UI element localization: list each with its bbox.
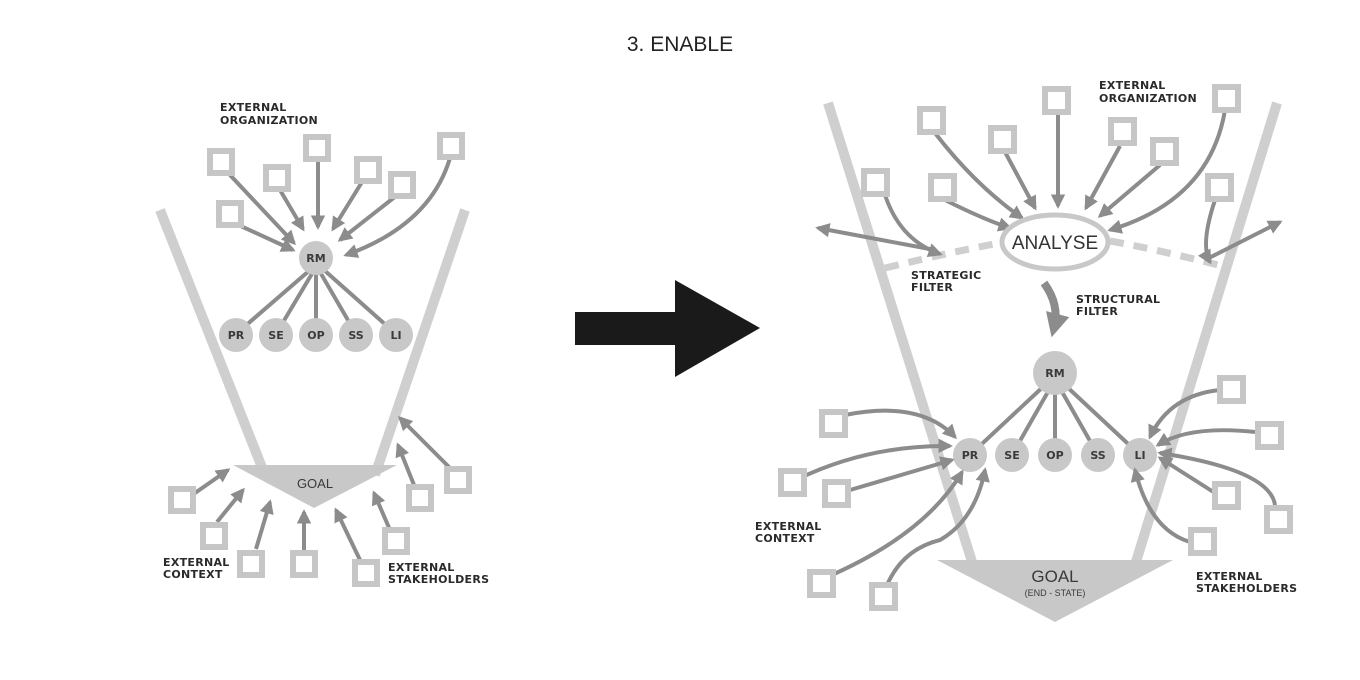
left-rm-node: [299, 241, 333, 275]
left-node-ss: [339, 318, 373, 352]
left-diagram: RM PR SE OP SS LI GOAL: [155, 101, 489, 587]
left-external-organization-label: EXTERNAL ORGANIZATION: [220, 101, 318, 127]
left-rm-label: RM: [306, 252, 325, 265]
right-context-arrows: [799, 408, 990, 591]
right-funnel-wall-right: [1130, 101, 1282, 567]
right-node-se-label: SE: [1004, 449, 1019, 462]
left-org-boxes: [207, 132, 465, 228]
right-context-boxes: [778, 409, 898, 611]
right-goal-sub-label: (END - STATE): [1025, 588, 1086, 598]
left-context-boxes: [168, 466, 472, 587]
right-node-ss: [1081, 438, 1115, 472]
analyse-label: ANALYSE: [1012, 233, 1098, 254]
page-title: 3. ENABLE: [627, 33, 733, 56]
analyse-ellipse: [999, 212, 1111, 272]
right-org-arrows: [815, 109, 1283, 265]
right-node-ss-label: SS: [1090, 449, 1105, 462]
left-context-arrows: [193, 415, 454, 561]
right-external-organization-label: EXTERNAL ORGANIZATION: [1099, 79, 1197, 105]
left-node-se: [259, 318, 293, 352]
right-rm-node: [1033, 351, 1077, 395]
right-goal-triangle: [937, 560, 1173, 622]
right-goal-label: GOAL: [1031, 567, 1078, 586]
left-node-op: [299, 318, 333, 352]
left-funnel-wall-right: [370, 208, 470, 477]
right-node-pr: [953, 438, 987, 472]
right-external-stakeholders-label: EXTERNAL STAKEHOLDERS: [1196, 570, 1297, 595]
left-node-op-label: OP: [307, 329, 324, 342]
right-node-se: [995, 438, 1029, 472]
right-node-op: [1038, 438, 1072, 472]
left-goal-label: GOAL: [297, 476, 333, 491]
strategic-filter-label: STRATEGIC FILTER: [911, 269, 986, 294]
right-stakeholder-boxes: [1188, 375, 1293, 556]
left-external-stakeholders-label: EXTERNAL STAKEHOLDERS: [388, 561, 489, 586]
transition-arrow: [575, 280, 760, 377]
right-diagram: ANALYSE RM PR SE OP SS LI: [755, 79, 1297, 622]
right-node-op-label: OP: [1046, 449, 1063, 462]
left-node-pr: [219, 318, 253, 352]
left-node-ss-label: SS: [348, 329, 363, 342]
left-node-li-label: LI: [390, 329, 401, 342]
left-node-se-label: SE: [268, 329, 283, 342]
strategic-filter-line: [884, 237, 1231, 272]
structural-filter-label: STRUCTURAL FILTER: [1076, 293, 1164, 318]
right-rm-label: RM: [1045, 367, 1064, 380]
structural-filter-arrow: [1040, 280, 1070, 338]
left-external-context-label: EXTERNAL CONTEXT: [163, 556, 234, 581]
left-goal-triangle: [233, 465, 397, 508]
right-node-pr-label: PR: [962, 449, 979, 462]
right-stakeholder-arrows: [1130, 388, 1277, 544]
right-org-boxes: [861, 84, 1241, 202]
right-node-li: [1123, 438, 1157, 472]
right-external-context-label: EXTERNAL CONTEXT: [755, 520, 826, 545]
left-node-pr-label: PR: [228, 329, 245, 342]
left-node-li: [379, 318, 413, 352]
right-node-li-label: LI: [1134, 449, 1145, 462]
right-funnel-wall-left: [823, 101, 978, 567]
left-funnel-wall-left: [155, 208, 270, 477]
